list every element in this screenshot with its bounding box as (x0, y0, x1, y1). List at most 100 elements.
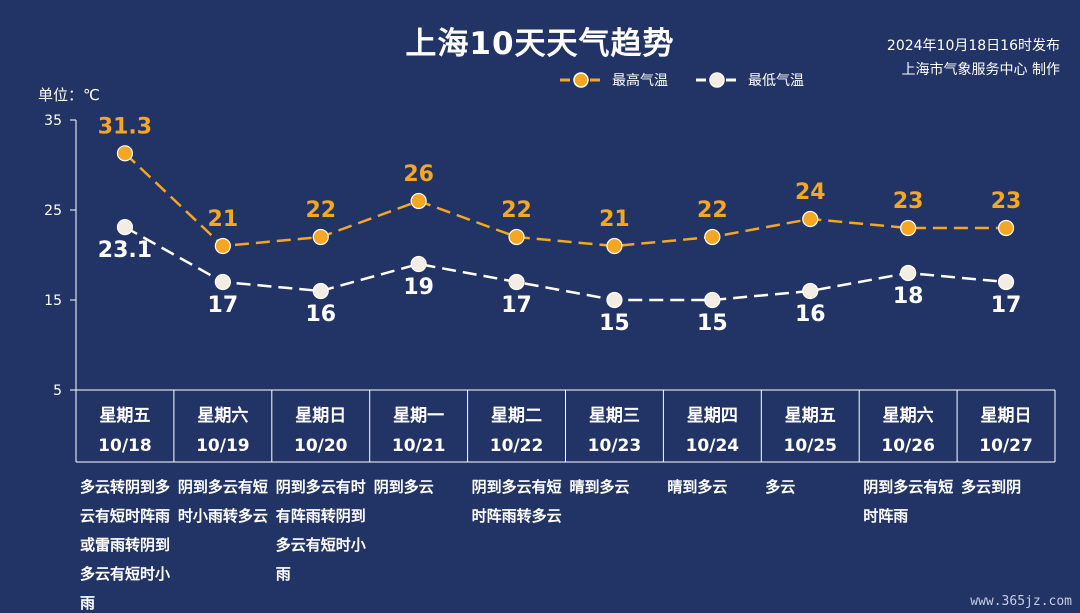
data-point-high (997, 219, 1015, 237)
data-label-high: 21 (208, 207, 239, 232)
data-point-high (508, 228, 525, 246)
x-tick-date: 10/26 (881, 436, 935, 456)
data-label-low: 16 (795, 302, 826, 327)
data-point-low (508, 273, 525, 291)
data-label-low: 17 (991, 293, 1022, 318)
x-tick-date: 10/27 (979, 436, 1033, 456)
weather-description: 阴到多云 (374, 478, 434, 496)
data-point-low (997, 273, 1015, 291)
data-point-low (606, 291, 623, 309)
publish-time: 2024年10月18日16时发布 (886, 38, 1060, 54)
weather-description: 多云到阴 (961, 478, 1021, 496)
x-tick-date: 10/18 (98, 436, 152, 456)
data-point-high (214, 237, 231, 255)
x-tick-weekday: 星期五 (785, 406, 836, 426)
x-tick-date: 10/20 (294, 436, 348, 456)
weather-description: 阴到多云有短 (472, 478, 562, 496)
x-tick-date: 10/21 (392, 436, 446, 456)
data-label-low: 15 (697, 311, 728, 336)
legend-label-high: 最高气温 (612, 73, 668, 89)
weather-description: 时阵雨转多云 (472, 507, 562, 525)
data-label-high: 22 (305, 198, 336, 223)
weather-description: 时小雨转多云 (178, 507, 268, 525)
weather-description: 多云有短时小 (276, 536, 366, 554)
x-tick-weekday: 星期二 (491, 406, 542, 426)
x-tick-weekday: 星期六 (197, 405, 248, 426)
weather-description: 雨 (276, 565, 291, 583)
data-point-low (312, 282, 329, 300)
data-point-high (312, 228, 329, 246)
x-tick-weekday: 星期日 (295, 406, 346, 426)
data-label-low: 23.1 (98, 238, 152, 263)
legend-label-low: 最低气温 (748, 73, 804, 89)
data-point-low (214, 273, 231, 291)
x-tick-date: 10/22 (490, 436, 544, 456)
legend-item-high: 最高气温 (560, 70, 668, 90)
weather-description: 雨 (80, 594, 95, 612)
weather-description: 或雷雨转阴到 (80, 536, 170, 554)
data-label-high: 22 (501, 198, 532, 223)
legend-swatch-low (696, 72, 738, 88)
weather-description: 多云转阴到多 (80, 478, 170, 496)
data-point-high (802, 210, 819, 228)
data-label-high: 23 (991, 189, 1022, 214)
data-point-high (410, 192, 427, 210)
x-tick-date: 10/25 (783, 436, 837, 456)
data-point-high (900, 219, 917, 237)
data-point-low (704, 291, 721, 309)
publisher: 上海市气象服务中心 制作 (901, 62, 1060, 78)
series-line-low (124, 226, 1007, 302)
weather-description: 晴到多云 (570, 478, 630, 496)
x-tick-weekday: 星期四 (687, 406, 738, 426)
x-tick-weekday: 星期一 (393, 406, 444, 426)
data-label-high: 21 (599, 207, 630, 232)
y-axis-unit-label: 单位：℃ (38, 86, 100, 104)
data-label-low: 16 (305, 302, 336, 327)
chart-title: 上海10天天气趋势 (405, 26, 675, 62)
weather-description: 多云 (765, 478, 795, 496)
x-tick-date: 10/24 (686, 436, 740, 456)
data-label-low: 19 (403, 275, 434, 300)
weather-description: 多云有短时小 (80, 565, 170, 583)
data-point-low (900, 264, 917, 282)
weather-description: 有阵雨转阴到 (276, 507, 366, 525)
series-line-high (124, 152, 1007, 248)
x-tick-date: 10/23 (588, 436, 642, 456)
legend-item-low: 最低气温 (696, 70, 804, 90)
data-point-low (802, 282, 819, 300)
x-tick-weekday: 星期六 (883, 405, 934, 426)
data-label-high: 26 (403, 162, 434, 187)
y-tick-label: 25 (44, 203, 62, 219)
data-label-low: 18 (893, 284, 924, 309)
x-tick-weekday: 星期日 (981, 406, 1032, 426)
weather-description: 晴到多云 (667, 478, 727, 496)
data-label-high: 22 (697, 198, 728, 223)
data-label-high: 23 (893, 189, 924, 214)
watermark: www.365jz.com (970, 594, 1072, 609)
weather-description: 云有短时阵雨 (80, 507, 170, 525)
data-label-low: 17 (501, 293, 532, 318)
legend-swatch-high (560, 72, 602, 88)
data-label-low: 15 (599, 311, 630, 336)
weather-description: 阴到多云有时 (276, 478, 366, 496)
data-label-high: 24 (795, 180, 826, 205)
data-point-high (116, 145, 134, 162)
data-point-high (606, 237, 623, 255)
data-point-high (704, 228, 721, 246)
weather-description: 阴到多云有短 (178, 478, 268, 496)
y-tick-label: 35 (44, 113, 62, 129)
data-point-low (410, 255, 427, 273)
y-tick-label: 15 (44, 293, 62, 309)
x-tick-weekday: 星期五 (99, 406, 150, 426)
data-label-low: 17 (208, 293, 239, 318)
x-tick-date: 10/19 (196, 436, 250, 456)
x-tick-weekday: 星期三 (589, 406, 640, 426)
legend: 最高气温 最低气温 (560, 70, 832, 90)
data-label-high: 31.3 (98, 114, 152, 139)
y-tick-label: 5 (53, 383, 62, 399)
data-point-low (116, 219, 134, 236)
weather-description: 阴到多云有短 (863, 478, 953, 496)
weather-description: 时阵雨 (863, 507, 908, 525)
publish-info: 2024年10月18日16时发布 上海市气象服务中心 制作 (887, 34, 1060, 82)
